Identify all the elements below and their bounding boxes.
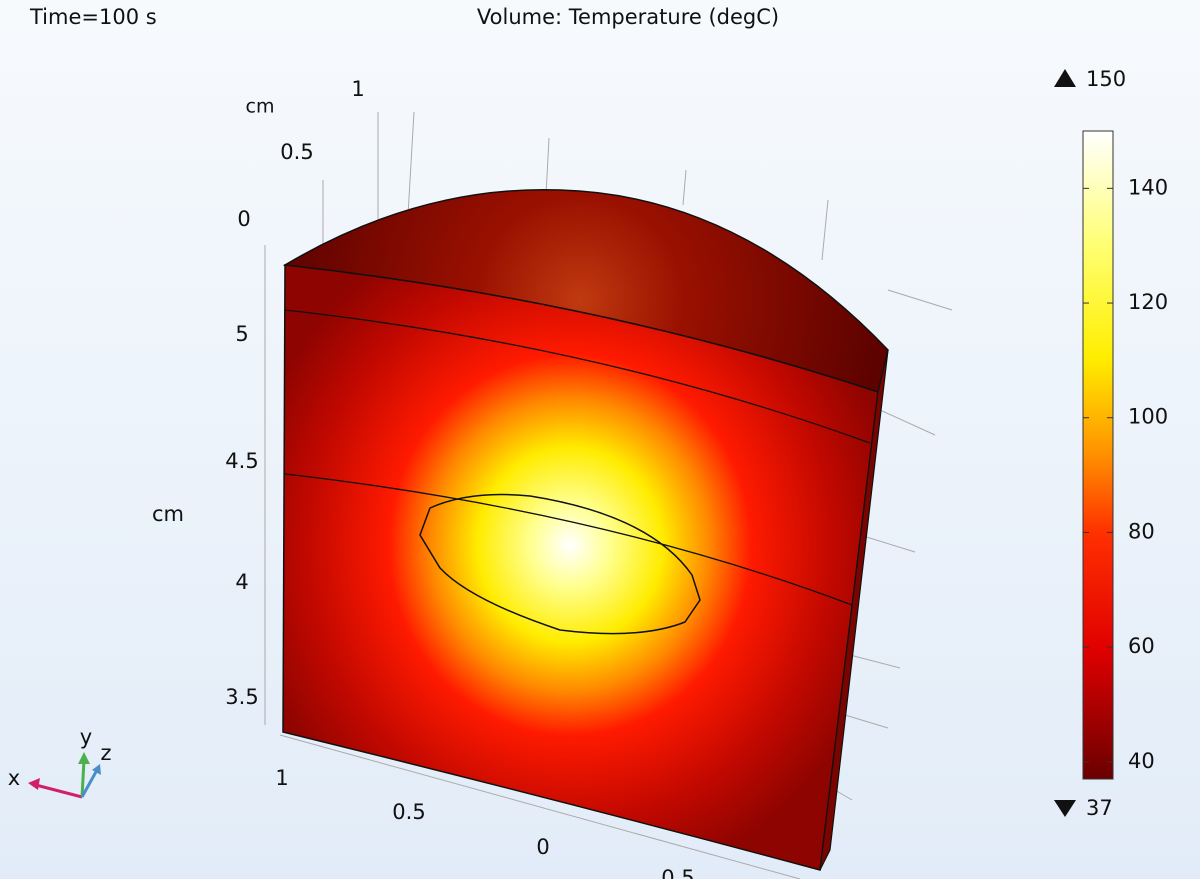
- axis-tick-label: 3.5: [225, 685, 258, 709]
- cylinder-side: [819, 349, 889, 871]
- axis-tick-label: 4.5: [225, 449, 258, 473]
- axis-tick-label: 0.5: [392, 800, 425, 824]
- axis-unit: cm: [152, 502, 184, 526]
- colorbar-tick-label: 140: [1128, 175, 1168, 199]
- plot-title: Volume: Temperature (degC): [477, 5, 779, 29]
- max-marker: [1054, 69, 1076, 87]
- colorbar: [1082, 130, 1114, 780]
- triad-label: y: [80, 725, 92, 749]
- colorbar-tick-label: 40: [1128, 749, 1155, 773]
- colorbar-tick-label: 60: [1128, 634, 1155, 658]
- colorbar-tick-label: 120: [1128, 290, 1168, 314]
- layer-boundary: [284, 473, 853, 606]
- min-marker: [1054, 800, 1076, 817]
- colorbar-tick-label: 80: [1128, 519, 1155, 543]
- axis-tick-label: 1: [275, 766, 288, 790]
- triad-label: x: [8, 766, 20, 790]
- colorbar-tick-label: 100: [1128, 405, 1168, 429]
- axis-tick-label: 4: [235, 570, 248, 594]
- grid-lines: [264, 111, 953, 879]
- axis-tick-label: 5: [235, 322, 248, 346]
- time-label: Time=100 s: [29, 5, 157, 29]
- axis-triad: [28, 752, 101, 799]
- colorbar-max: 150: [1086, 67, 1126, 91]
- heat-source-outline: [419, 493, 701, 635]
- axis-tick-label: 0: [536, 835, 549, 859]
- axis-tick-label: 0.5: [661, 866, 694, 879]
- colorbar-min: 37: [1086, 796, 1113, 820]
- axis-tick-label: 0: [237, 207, 250, 231]
- axis-unit: cm: [246, 96, 275, 118]
- layer-boundary: [284, 309, 871, 444]
- triad-label: z: [100, 741, 111, 765]
- axis-tick-label: 0.5: [280, 140, 313, 164]
- axis-tick-label: 1: [351, 77, 364, 101]
